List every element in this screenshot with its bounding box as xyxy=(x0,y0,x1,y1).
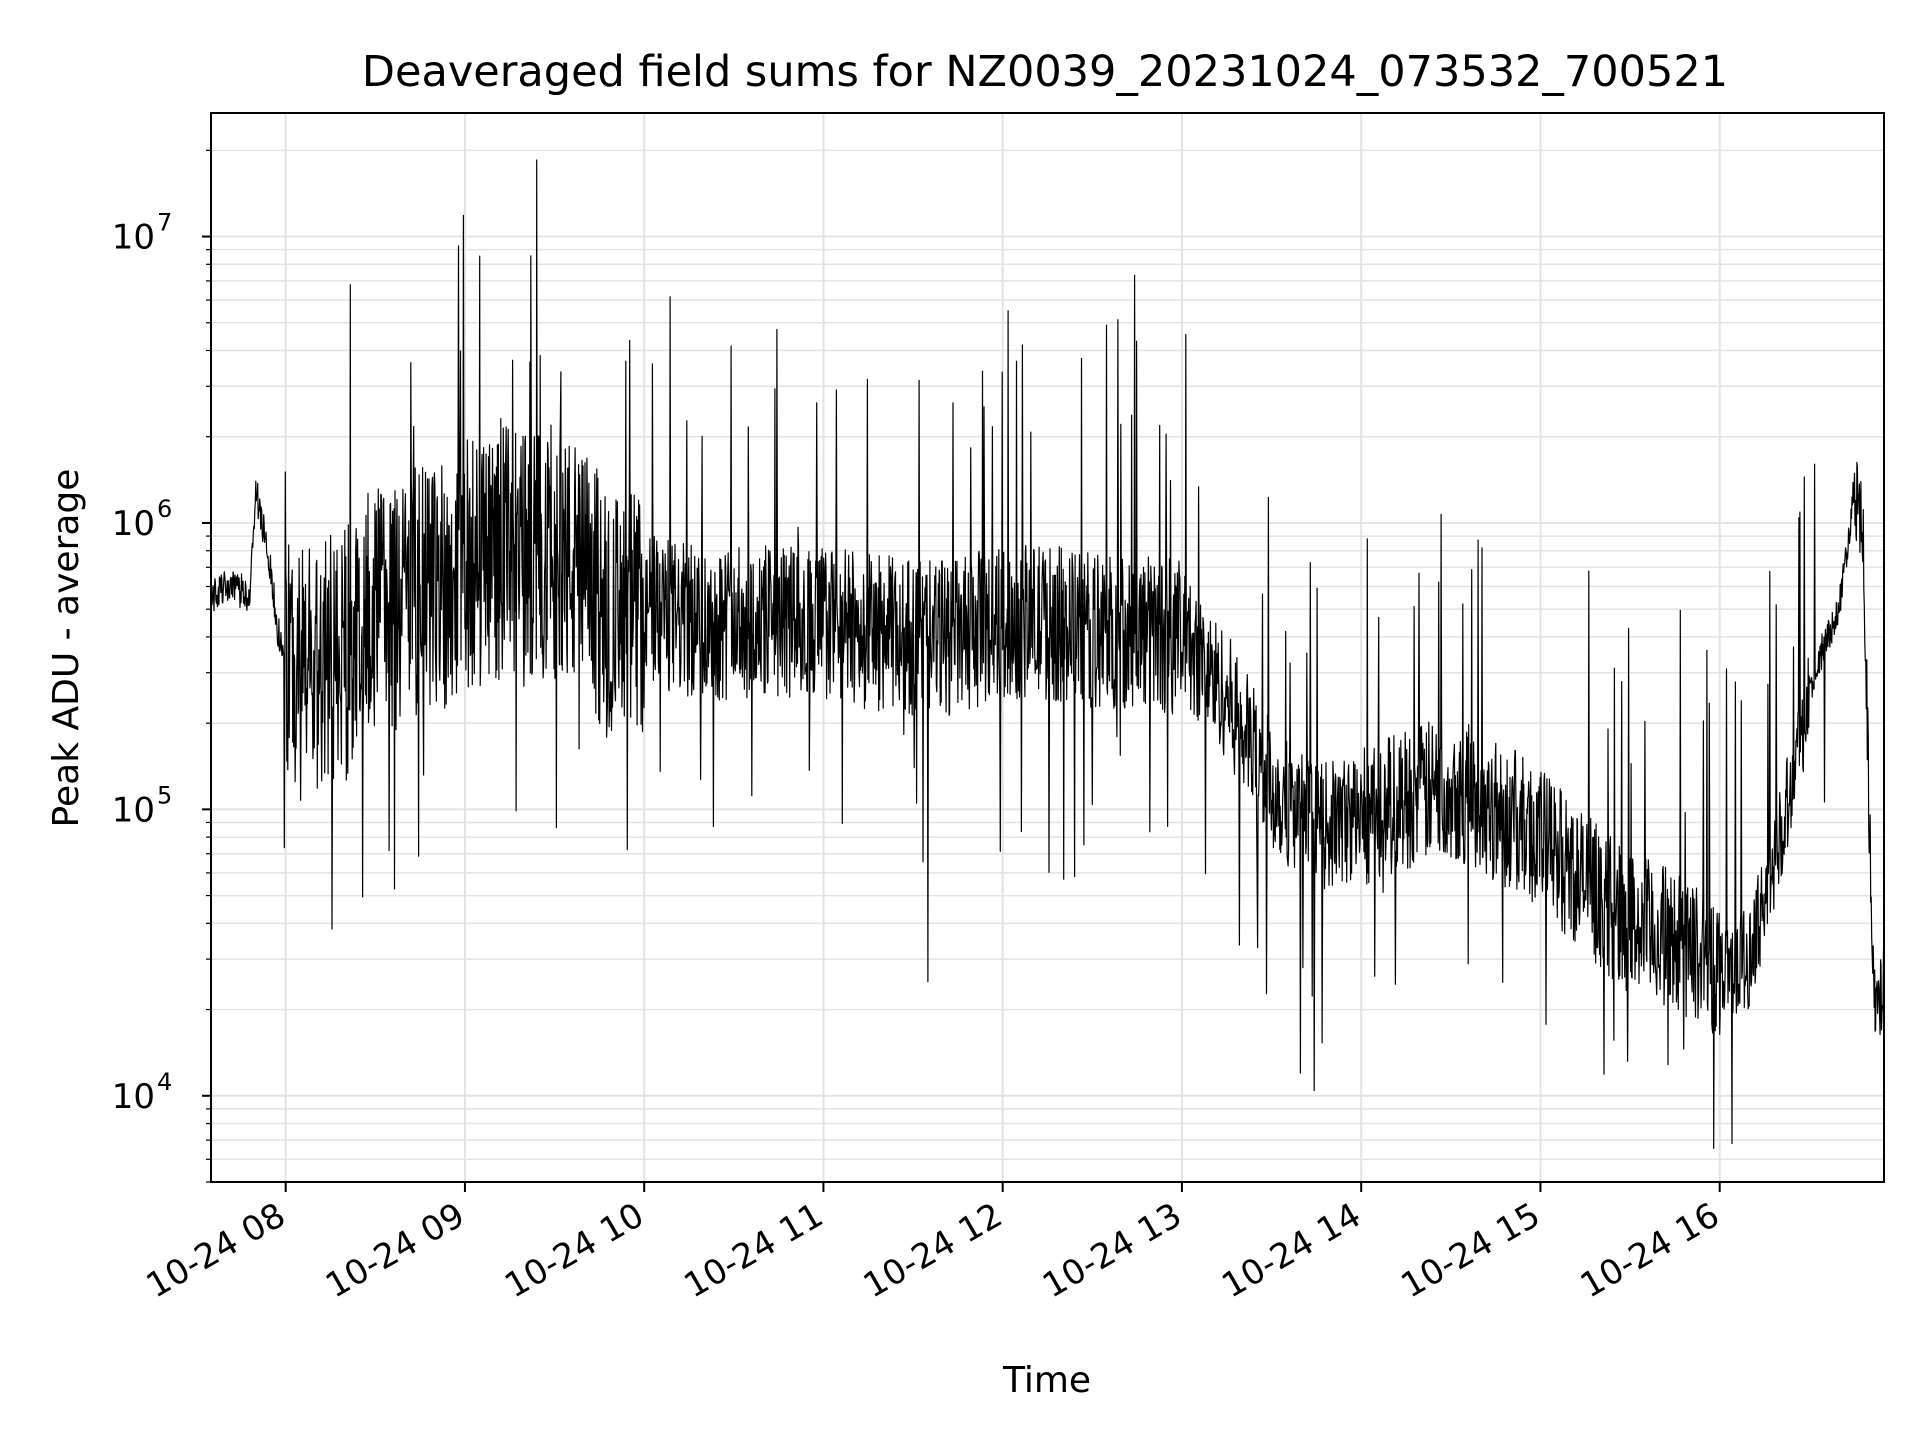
y-tick-exponent: 7 xyxy=(157,209,172,237)
plot-frame xyxy=(210,112,1885,1183)
x-axis-label: Time xyxy=(1002,1360,1091,1401)
y-tick-label: 10 xyxy=(112,1077,155,1117)
y-axis-label: Peak ADU - average xyxy=(46,469,87,828)
y-tick-exponent: 6 xyxy=(157,495,172,523)
y-tick-label: 10 xyxy=(112,218,155,258)
y-tick-exponent: 4 xyxy=(157,1068,172,1096)
chart-title: Deaveraged field sums for NZ0039_2023102… xyxy=(362,47,1728,97)
data-series-line xyxy=(210,159,1885,1149)
y-tick-exponent: 5 xyxy=(157,781,172,809)
y-tick-label: 10 xyxy=(112,790,155,830)
y-tick-label: 10 xyxy=(112,504,155,544)
